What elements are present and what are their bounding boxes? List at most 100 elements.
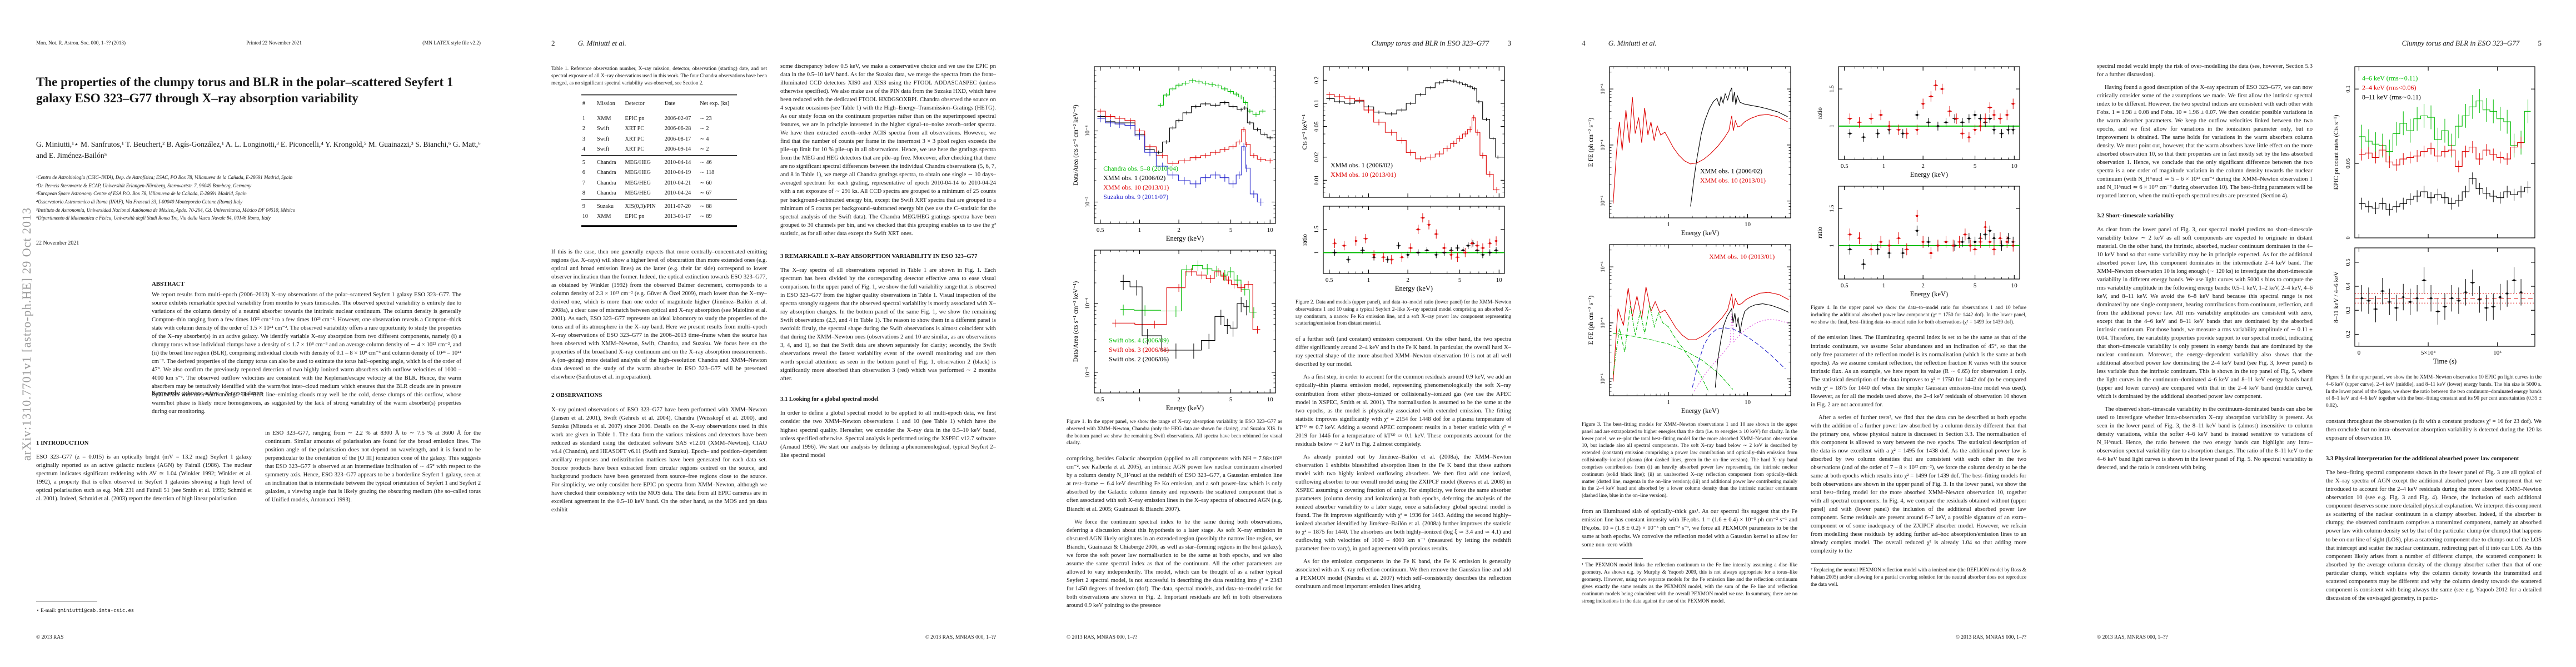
svg-text:Cts s⁻¹ keV⁻¹: Cts s⁻¹ keV⁻¹ bbox=[1302, 114, 1308, 150]
table-cell: 2010-04-24 bbox=[664, 190, 691, 197]
body-paragraph: X–ray pointed observations of ESO 323–G7… bbox=[551, 406, 767, 514]
email-address: gminiutti@cab.inta-csic.es bbox=[57, 608, 134, 614]
table-column-header: # bbox=[582, 101, 585, 107]
svg-text:10: 10 bbox=[1745, 399, 1751, 406]
svg-text:1.5: 1.5 bbox=[1829, 86, 1835, 93]
svg-text:0.5: 0.5 bbox=[1097, 227, 1104, 233]
left-column: 0.5 1 2 5 10 Energy (keV) 10⁻⁵ 10⁻⁴ Data/Area (c… bbox=[1067, 62, 1282, 644]
table-cell: MEG/HEG bbox=[625, 170, 651, 176]
footnote-1: ¹ The PEXMON model links the reflection … bbox=[1582, 563, 1797, 605]
body-paragraph: in ESO 323–G77, ranging from ∼ 2.2 % at … bbox=[265, 430, 481, 504]
figure-2-upper-plot: 0.01 0.02 0.05 0.1 0.2 Cts s⁻¹ keV⁻¹ XMM obs. … bbox=[1296, 62, 1511, 204]
svg-text:ratio: ratio bbox=[1817, 227, 1823, 238]
figure-4-caption: Figure 4. In the upper panel we show the… bbox=[1811, 305, 2026, 325]
body-paragraph: The observed short–timescale variability… bbox=[2097, 406, 2313, 471]
body-paragraph: constant throughout the observation (a f… bbox=[2326, 419, 2542, 442]
svg-text:ratio: ratio bbox=[1817, 107, 1823, 119]
svg-text:0.5: 0.5 bbox=[1097, 396, 1104, 403]
svg-text:10⁵: 10⁵ bbox=[2493, 350, 2502, 356]
footnote-2: ² Replacing the neutral PEXMON reflectio… bbox=[1811, 568, 2026, 588]
svg-text:0: 0 bbox=[2345, 236, 2351, 239]
svg-text:1: 1 bbox=[1138, 227, 1142, 233]
table-cell: 4 bbox=[582, 146, 585, 153]
section-1-heading: 1 INTRODUCTION bbox=[36, 440, 89, 446]
affiliation-line: ¹Centro de Astrobiología (CSIC–INTA), De… bbox=[36, 175, 293, 180]
svg-text:0.2: 0.2 bbox=[2345, 331, 2351, 338]
table-cell: MEG/HEG bbox=[624, 155, 664, 168]
table-cell: Suzaku bbox=[596, 198, 624, 212]
table-cell: 2010-04-21 bbox=[664, 180, 691, 186]
svg-text:0.4: 0.4 bbox=[2345, 282, 2351, 290]
table-cell: 7 bbox=[582, 180, 585, 186]
svg-text:8–11 keV / 4–6 keV: 8–11 keV / 4–6 keV bbox=[2333, 271, 2340, 322]
page-number: 2 bbox=[551, 39, 555, 47]
figure-2-caption: Figure 2. Data and models (upper panel),… bbox=[1296, 300, 1511, 327]
svg-text:E FE (ph cm⁻² s⁻¹): E FE (ph cm⁻² s⁻¹) bbox=[1588, 296, 1595, 345]
table-row: 4 Swift XRT PC 2006-09-14 ∼ 2 bbox=[581, 145, 737, 155]
page-header: Clumpy torus and BLR in ESO 323–G77 3 bbox=[1067, 39, 1511, 48]
table-cell: 5 bbox=[581, 155, 596, 168]
svg-text:2: 2 bbox=[1921, 163, 1925, 170]
body-paragraph: some discrepancy below 0.5 keV, we make … bbox=[780, 63, 996, 237]
email-label: ⋆ E-mail: bbox=[36, 608, 57, 614]
svg-text:0.5: 0.5 bbox=[1841, 282, 1848, 289]
printed-date: Printed 22 November 2021 bbox=[246, 40, 302, 46]
figure-4-lower-plot: 0.5 1 2 5 10 Energy (keV) 1 1.5 ratio bbox=[1811, 182, 2026, 301]
keywords-text: galaxies: active – X-rays: galaxies bbox=[182, 390, 263, 396]
table-column-header: Net exp. [ks] bbox=[700, 101, 730, 107]
svg-text:1: 1 bbox=[1667, 399, 1670, 406]
section-3-2-heading: 3.2 Short–timescale variability bbox=[2097, 212, 2174, 219]
body-paragraph: We force the continuum spectral index to… bbox=[1067, 519, 1282, 609]
table-cell: 3 bbox=[582, 136, 585, 142]
figure-5: 0 0.05 0.1 EPIC pn count rates (Cts s⁻¹) 4–6… bbox=[2326, 62, 2542, 410]
svg-text:10: 10 bbox=[2011, 163, 2018, 170]
figure-3-upper-plot: 1 10 Energy (keV) 10⁻⁵ 10⁻⁴ 10⁻³ E FE (ph cm⁻²… bbox=[1582, 62, 1797, 240]
table-cell: ∼ 89 bbox=[700, 213, 712, 220]
footnote-rule bbox=[1582, 558, 1643, 562]
table-column-header: Detector bbox=[625, 101, 645, 107]
table-cell: MEG/HEG bbox=[625, 190, 651, 197]
svg-text:5: 5 bbox=[1974, 163, 1977, 170]
svg-text:0: 0 bbox=[2358, 350, 2361, 356]
figure-4-upper-plot: 0.5 1 2 5 10 Energy (keV) 1 1.5 ratio bbox=[1811, 62, 2026, 182]
svg-text:Data/Area (cts s⁻¹ cm⁻² keV⁻¹): Data/Area (cts s⁻¹ cm⁻² keV⁻¹) bbox=[1073, 281, 1079, 362]
svg-text:10⁻⁴: 10⁻⁴ bbox=[1085, 125, 1091, 136]
table-row: 2 Swift XRT PC 2006-06-28 ∼ 2 bbox=[581, 124, 737, 134]
svg-text:10: 10 bbox=[1496, 277, 1503, 283]
svg-text:0.1: 0.1 bbox=[2345, 86, 2351, 93]
svg-text:Suzaku obs. 9 (2011/07): Suzaku obs. 9 (2011/07) bbox=[1103, 193, 1168, 201]
svg-text:10⁻³: 10⁻³ bbox=[1600, 84, 1606, 94]
table-cell: 8 bbox=[582, 190, 585, 197]
body-paragraph: The X–ray spectra of all observations re… bbox=[780, 267, 996, 382]
figure-2: 0.01 0.02 0.05 0.1 0.2 Cts s⁻¹ keV⁻¹ XMM obs. … bbox=[1296, 62, 1511, 327]
svg-text:Time (s): Time (s) bbox=[2433, 357, 2457, 365]
table-row: 9 Suzaku XIS(0,3)/PIN 2011-07-20 ∼ 88 bbox=[581, 198, 738, 212]
right-column: 0 0.05 0.1 EPIC pn count rates (Cts s⁻¹) 4–6… bbox=[2326, 62, 2542, 644]
body-paragraph: Having found a good description of the X… bbox=[2097, 84, 2313, 200]
body-paragraph: of the emission lines. The illuminating … bbox=[1811, 335, 2026, 408]
svg-text:0.02: 0.02 bbox=[1314, 152, 1320, 162]
svg-text:XMM obs. 10 (2013/01): XMM obs. 10 (2013/01) bbox=[1103, 183, 1169, 191]
svg-text:XMM obs. 10 (2013/01): XMM obs. 10 (2013/01) bbox=[1331, 171, 1396, 178]
table-cell: ∼ 67 bbox=[700, 190, 712, 197]
svg-text:Energy (keV): Energy (keV) bbox=[1910, 290, 1948, 298]
table-row: 5 Chandra MEG/HEG 2010-04-14 ∼ 46 bbox=[581, 155, 738, 168]
svg-text:2: 2 bbox=[1406, 277, 1409, 283]
svg-text:0.05: 0.05 bbox=[1314, 121, 1320, 131]
svg-text:Energy (keV): Energy (keV) bbox=[1681, 229, 1719, 237]
left-column: spectral model would imply the risk of o… bbox=[2097, 62, 2313, 644]
page-3: Clumpy torus and BLR in ESO 323–G77 3 0.… bbox=[1030, 0, 1546, 667]
paper-title: The properties of the clumpy torus and B… bbox=[36, 75, 454, 106]
svg-text:2: 2 bbox=[1177, 396, 1180, 403]
body-paragraph: As for the emission components in the Fe… bbox=[1296, 559, 1511, 590]
svg-text:2: 2 bbox=[1177, 227, 1180, 233]
table-cell: 2006-02-07 bbox=[664, 115, 691, 122]
table-cell: ∼ 2 bbox=[700, 126, 709, 132]
svg-text:XMM obs. 10 (2013/01): XMM obs. 10 (2013/01) bbox=[1709, 253, 1775, 261]
abstract-label: ABSTRACT bbox=[152, 281, 185, 287]
svg-text:Energy (keV): Energy (keV) bbox=[1166, 235, 1204, 242]
page-number: 5 bbox=[2538, 39, 2542, 47]
right-column: 0.5 1 2 5 10 Energy (keV) 1 1.5 ratio 0.5 1 2 5 10 En… bbox=[1811, 62, 2026, 644]
copyright-footer: © 2013 RAS bbox=[36, 635, 64, 640]
